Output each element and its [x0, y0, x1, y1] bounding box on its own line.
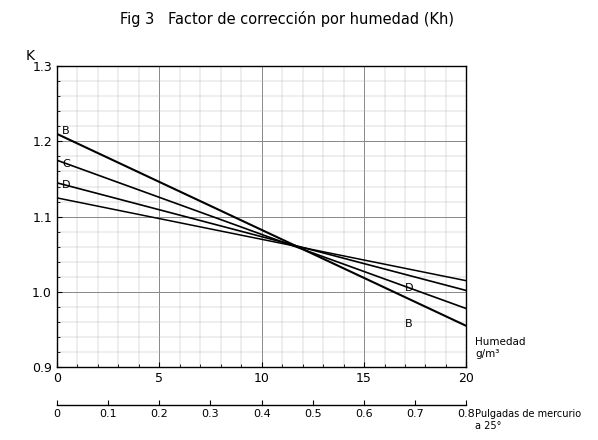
Text: K: K [26, 49, 35, 63]
Text: Humedad
g/m³: Humedad g/m³ [475, 337, 526, 359]
Text: B: B [62, 126, 69, 136]
Text: C: C [62, 159, 70, 169]
Text: B: B [405, 319, 413, 329]
Text: D: D [405, 283, 413, 293]
Text: Fig 3   Factor de corrección por humedad (Kh): Fig 3 Factor de corrección por humedad (… [120, 11, 454, 27]
Text: D: D [62, 180, 71, 190]
Text: Pulgadas de mercurio
a 25°: Pulgadas de mercurio a 25° [475, 409, 581, 431]
